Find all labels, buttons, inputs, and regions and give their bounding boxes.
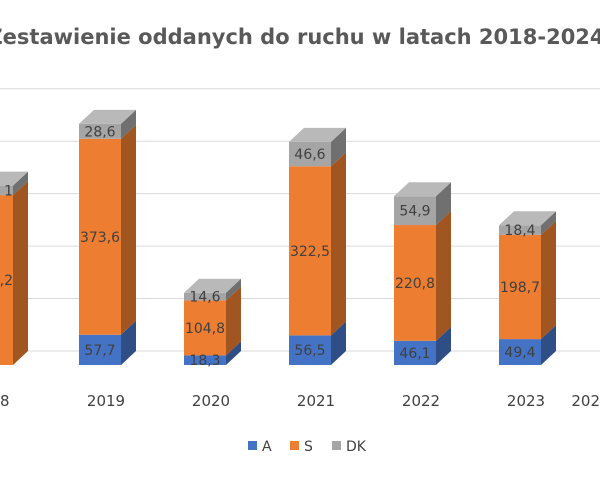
bar-top	[184, 278, 241, 293]
bar-segment-a	[499, 325, 556, 365]
data-label: 18,3	[189, 353, 220, 369]
bar-segment-a	[184, 341, 241, 365]
legend-item-dk: DK	[332, 439, 367, 455]
x-tick-label: 2019	[87, 392, 125, 410]
data-label: 14,6	[189, 290, 220, 306]
bar-segment-dk	[394, 182, 451, 226]
bar-segment-s	[79, 124, 136, 335]
data-label: 49,4	[504, 345, 535, 361]
x-tick-label: 2023	[507, 392, 545, 410]
x-tick-label: 2020	[192, 392, 230, 410]
legend-label: DK	[346, 439, 367, 455]
data-label: 220,8	[395, 276, 435, 292]
data-labels: ,2 1 57,7 373,6 28,6 18,3 104,8 14,6 56,5 322,5 46…	[0, 124, 540, 369]
data-label: 104,8	[185, 321, 225, 337]
bar-segment-s	[0, 181, 28, 365]
data-label: 373,6	[80, 230, 120, 246]
legend-swatch	[248, 441, 257, 450]
bar-top	[394, 182, 451, 197]
legend-item-s: S	[290, 439, 313, 455]
data-label: 198,7	[500, 280, 540, 296]
data-label: 18,4	[504, 223, 535, 239]
legend-label: S	[304, 439, 313, 455]
data-label: 46,6	[294, 147, 325, 163]
legend-label: A	[262, 439, 272, 455]
data-label: ,2	[0, 273, 13, 289]
legend: A S DK	[248, 439, 367, 455]
bar-segment-dk	[184, 278, 241, 301]
legend-swatch	[332, 441, 341, 450]
data-label: 57,7	[84, 343, 115, 359]
x-tick-label: 202	[571, 392, 600, 410]
bar-segment-s	[289, 152, 346, 336]
data-label: 1	[4, 183, 13, 199]
legend-item-a: A	[248, 439, 272, 455]
bar-segment-dk	[289, 127, 346, 167]
x-tick-label: 2022	[402, 392, 440, 410]
bar-top	[289, 127, 346, 142]
bar-segment-a	[394, 326, 451, 365]
bar-segment-s	[394, 211, 451, 341]
bar-top	[0, 171, 28, 186]
bar-segment-dk	[499, 211, 556, 235]
data-label: 322,5	[290, 244, 330, 260]
chart-title: Zestawienie oddanych do ruchu w latach 2…	[0, 25, 600, 49]
bar-segment-s	[184, 286, 241, 356]
x-axis-tick-labels: 8 2019 2020 2021 2022 2023 202	[0, 392, 600, 410]
bars	[0, 109, 556, 365]
data-label: 56,5	[294, 343, 325, 359]
data-label: 54,9	[399, 204, 430, 220]
x-tick-label: 8	[0, 392, 10, 410]
bar-segment-a	[79, 320, 136, 365]
bar-segment-dk	[0, 171, 28, 196]
data-label: 46,1	[399, 346, 430, 362]
bar-segment-s	[499, 220, 556, 340]
bar-top	[79, 109, 136, 124]
legend-swatch	[290, 441, 299, 450]
bar-top	[499, 211, 556, 226]
bar-segment-dk	[79, 109, 136, 139]
x-tick-label: 2021	[297, 392, 335, 410]
bar-segment-a	[289, 321, 346, 365]
data-label: 28,6	[84, 124, 115, 140]
